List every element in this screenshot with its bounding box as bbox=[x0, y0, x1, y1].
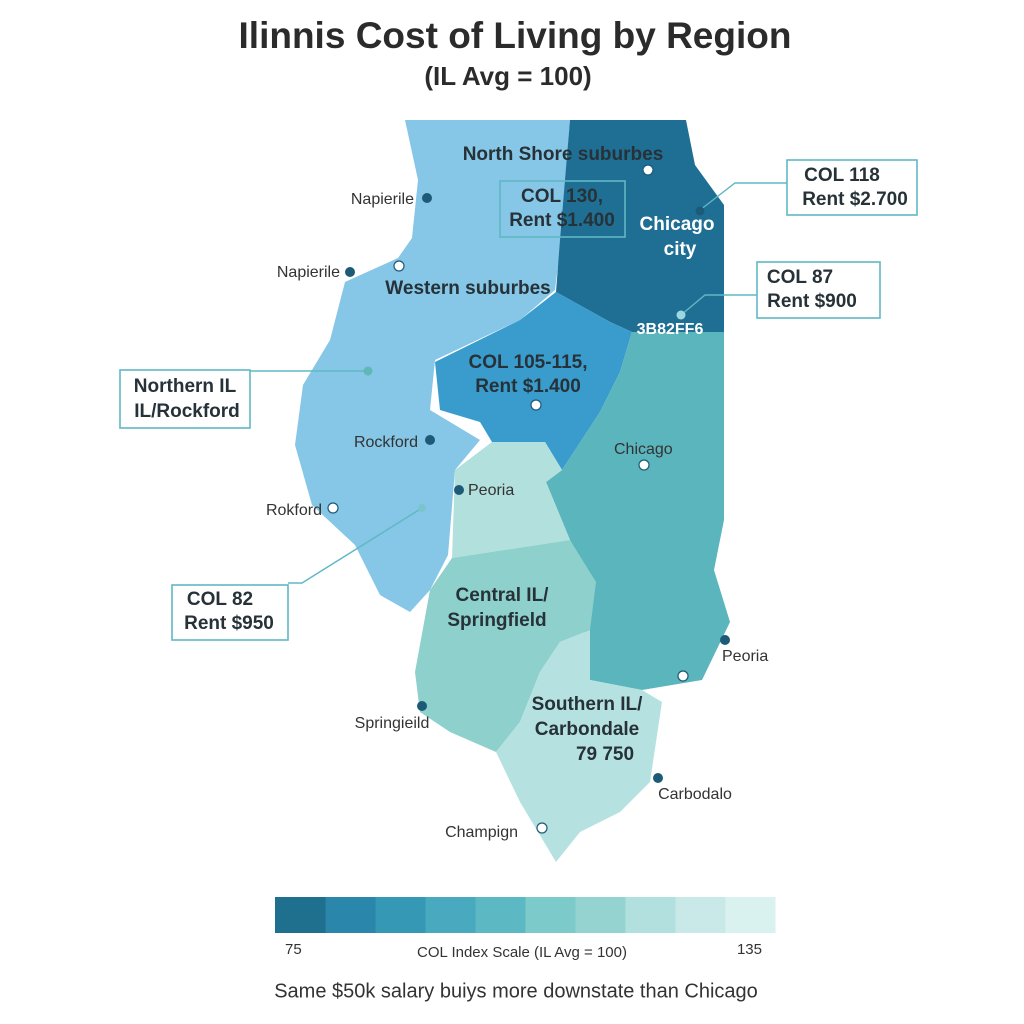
region-label: Western suburbes bbox=[385, 278, 550, 299]
city-label: Peoria bbox=[722, 648, 768, 665]
city-dot bbox=[417, 701, 427, 711]
callout-text: Rent $1.400 bbox=[475, 376, 581, 397]
city-dot bbox=[454, 485, 464, 495]
callout-text: Rent $2.700 bbox=[802, 189, 908, 210]
city-dot bbox=[418, 504, 426, 512]
city-label: Napierile bbox=[351, 191, 414, 208]
city-dot bbox=[677, 670, 689, 682]
legend-max: 135 bbox=[737, 941, 762, 958]
legend-swatch bbox=[675, 897, 726, 933]
city-dot bbox=[720, 635, 730, 645]
city-dot bbox=[393, 260, 405, 272]
callouts: COL 130, Rent $1.400 COL 118 Rent $2.700… bbox=[119, 159, 918, 641]
subtitle: (IL Avg = 100) bbox=[424, 61, 591, 91]
legend-swatch bbox=[325, 897, 376, 933]
region-label: North Shore suburbes bbox=[463, 144, 664, 165]
leader-line bbox=[699, 182, 787, 211]
leader-line bbox=[288, 507, 423, 584]
region-southern bbox=[496, 630, 662, 862]
city-label: Peoria bbox=[468, 482, 514, 499]
legend-swatch bbox=[475, 897, 526, 933]
color-legend: 75 COL Index Scale (IL Avg = 100) 135 bbox=[275, 897, 776, 961]
footer: Same $50k salary buiys more downstate th… bbox=[274, 980, 758, 1002]
region-collar bbox=[435, 292, 632, 470]
callout-box bbox=[499, 180, 626, 238]
callout-box bbox=[119, 369, 251, 429]
city-dot bbox=[363, 366, 373, 376]
legend-swatch bbox=[725, 897, 776, 933]
city-dot bbox=[695, 206, 705, 216]
region-north-west bbox=[295, 120, 570, 612]
legend-swatch bbox=[525, 897, 576, 933]
city-dot bbox=[642, 164, 654, 176]
region-peoria bbox=[452, 442, 570, 558]
region-label: Springfield bbox=[447, 610, 546, 631]
callout-text: COL 130, bbox=[521, 186, 603, 207]
legend-swatch bbox=[425, 897, 476, 933]
callout-text: COL 82 bbox=[187, 589, 253, 610]
callout-text: Northern IL bbox=[134, 376, 237, 397]
region-label: 3B82FF6 bbox=[637, 321, 704, 338]
callout-text: Rent $950 bbox=[184, 613, 274, 634]
legend-min: 75 bbox=[285, 941, 302, 958]
title: Ilinnis Cost of Living by Region bbox=[239, 15, 792, 56]
legend-title: COL Index Scale (IL Avg = 100) bbox=[417, 944, 627, 961]
city-label: Champign bbox=[445, 824, 518, 841]
city-label: Napierile bbox=[277, 264, 340, 281]
callout-text: COL 87 bbox=[767, 267, 833, 288]
city-label: Carbodalo bbox=[658, 786, 732, 803]
city-dot bbox=[530, 399, 542, 411]
city-label: Chicago bbox=[614, 441, 673, 458]
callout-text: COL 118 bbox=[804, 165, 880, 186]
legend-swatch bbox=[275, 897, 326, 933]
city-dot bbox=[676, 310, 686, 320]
region-label: city bbox=[664, 239, 697, 260]
region-label: 79 750 bbox=[576, 744, 634, 765]
city-dot bbox=[345, 267, 355, 277]
city-label: Rockford bbox=[354, 434, 418, 451]
callout-box bbox=[756, 261, 881, 319]
callout-box bbox=[786, 159, 918, 216]
legend-swatch bbox=[625, 897, 676, 933]
callout-text: COL 105-115, bbox=[468, 352, 587, 373]
region-label: Central IL/ bbox=[456, 585, 550, 606]
city-dot bbox=[638, 459, 650, 471]
region-label: Southern IL/ bbox=[532, 694, 644, 715]
region-label: Chicago bbox=[640, 214, 715, 235]
city-dot bbox=[327, 502, 339, 514]
city-markers: Napierile Napierile Rockford Rokford Peo… bbox=[266, 164, 768, 841]
city-dot bbox=[653, 773, 663, 783]
city-label: Springieild bbox=[355, 715, 430, 732]
city-dot bbox=[422, 193, 432, 203]
legend-swatch bbox=[575, 897, 626, 933]
callout-text: Rent $1.400 bbox=[509, 210, 615, 231]
leader-line bbox=[680, 294, 757, 316]
region-central bbox=[415, 540, 596, 752]
callout-text: Rent $900 bbox=[767, 291, 857, 312]
region-chicago bbox=[556, 120, 724, 332]
callout-box bbox=[171, 584, 289, 641]
city-dot bbox=[536, 822, 548, 834]
legend-swatch bbox=[375, 897, 426, 933]
region-labels: North Shore suburbes Chicago city Wester… bbox=[385, 144, 714, 765]
state-map bbox=[295, 120, 730, 862]
callout-text: IL/Rockford bbox=[134, 401, 240, 422]
region-label: Carbondale bbox=[535, 719, 640, 740]
city-dot bbox=[425, 435, 435, 445]
city-label: Rokford bbox=[266, 502, 322, 519]
